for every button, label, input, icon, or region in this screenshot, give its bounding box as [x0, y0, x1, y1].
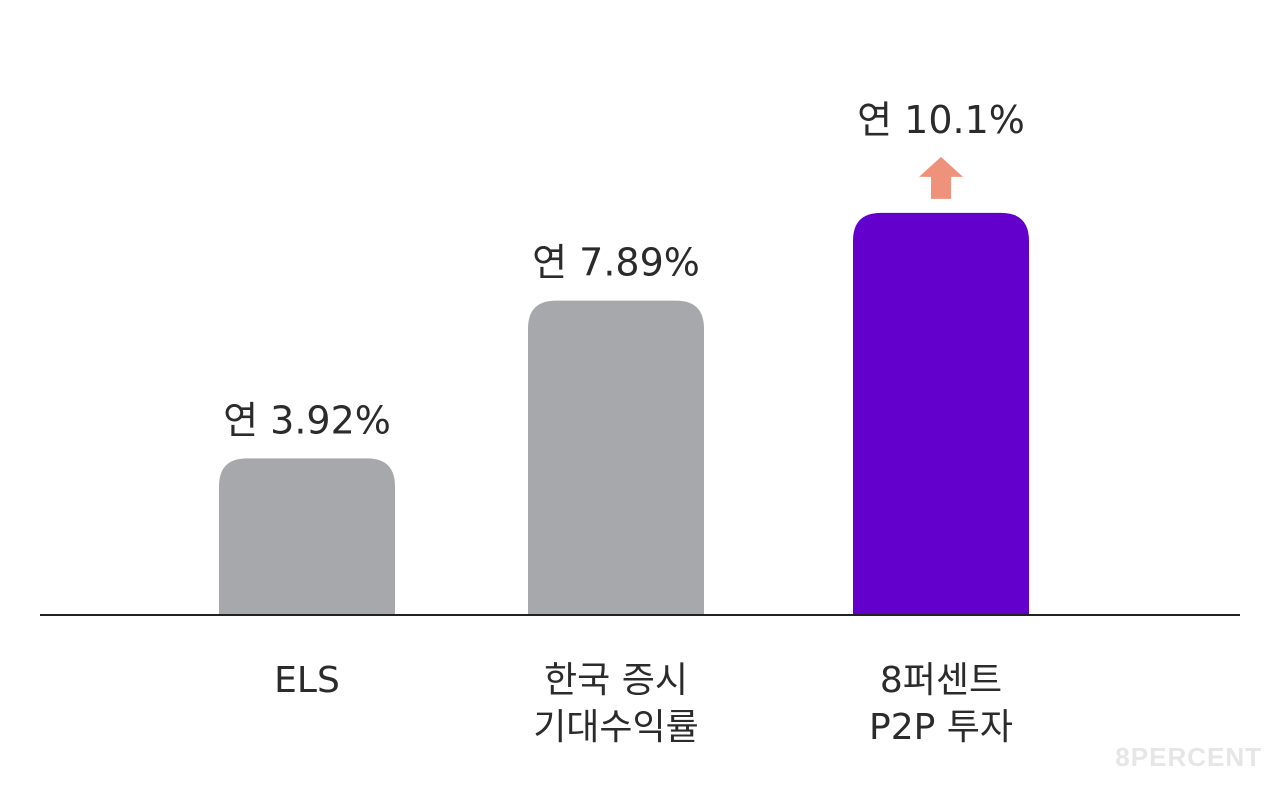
category-label-2-1: P2P 투자 [869, 707, 1013, 748]
bar-0 [219, 458, 395, 614]
data-label-0: 연 3.92% [223, 398, 391, 442]
data-label-2: 연 10.1% [857, 98, 1025, 142]
data-label-1: 연 7.89% [532, 241, 700, 285]
up-arrow-icon [919, 156, 963, 199]
bar-2 [853, 212, 1029, 614]
bars-group [219, 156, 1029, 614]
category-label-1-0: 한국 증시 [544, 660, 688, 701]
watermark-logo: 8PERCENT [1115, 742, 1262, 772]
value-labels-group: 연 3.92% 연 7.89% 연 10.1% [223, 98, 1025, 442]
category-label-0-0: ELS [274, 660, 340, 701]
bar-1 [528, 300, 704, 614]
category-label-2-0: 8퍼센트 [880, 660, 1002, 701]
category-label-1-1: 기대수익률 [533, 707, 699, 748]
